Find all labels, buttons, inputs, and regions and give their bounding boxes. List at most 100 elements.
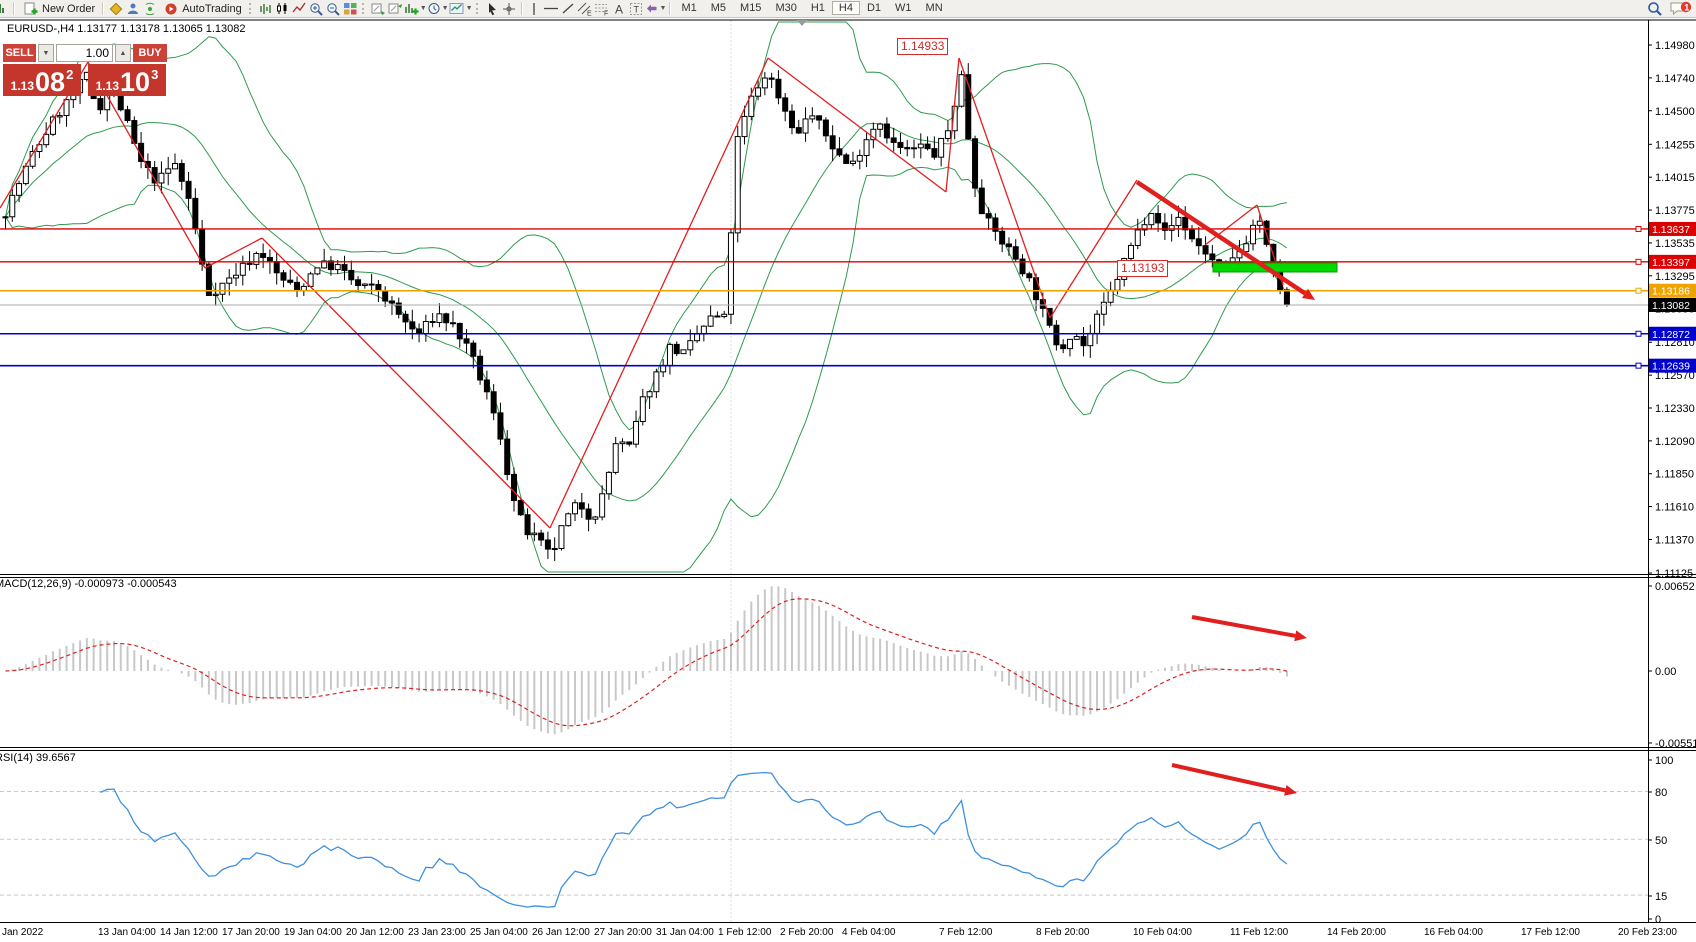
bar-chart-icon[interactable] xyxy=(257,1,274,16)
tab-timeframe-m30[interactable]: M30 xyxy=(775,2,797,14)
svg-text:T: T xyxy=(633,4,639,14)
svg-text:31 Jan 04:00: 31 Jan 04:00 xyxy=(656,927,714,938)
horizontal-line-tool-icon[interactable] xyxy=(543,1,560,16)
svg-text:10 Feb 04:00: 10 Feb 04:00 xyxy=(1133,927,1192,938)
new-chart-cut-icon[interactable] xyxy=(0,1,10,16)
sell-button[interactable]: SELL xyxy=(3,44,36,62)
chart-shift-icon[interactable] xyxy=(370,1,387,16)
tile-windows-icon[interactable] xyxy=(342,1,359,16)
svg-text:100: 100 xyxy=(1655,755,1673,767)
autotrading-icon xyxy=(162,1,179,16)
market-watch-icon[interactable] xyxy=(107,1,124,16)
tab-timeframe-d1[interactable]: D1 xyxy=(866,2,882,14)
toolbar-separator xyxy=(13,2,15,15)
svg-text:1.13637: 1.13637 xyxy=(1652,224,1690,236)
buy-price-big: 10 xyxy=(120,67,151,97)
svg-text:80: 80 xyxy=(1655,787,1667,799)
price-axis[interactable]: 1.14980 1.14740 1.14500 1.14255 1.14015 1.137… xyxy=(1648,40,1696,926)
date-axis[interactable]: Jan 2022 13 Jan 04:00 14 Jan 12:00 17 Jan 2… xyxy=(2,927,1677,938)
bollinger-bands xyxy=(5,21,1288,573)
svg-text:E: E xyxy=(587,10,592,16)
svg-text:1.13775: 1.13775 xyxy=(1655,205,1695,217)
svg-text:A: A xyxy=(615,2,623,16)
toolbar: New Order AutoTrading xyxy=(0,0,1696,18)
trendline-tool-icon[interactable] xyxy=(560,1,577,16)
svg-text:4 Feb 04:00: 4 Feb 04:00 xyxy=(842,927,896,938)
toolbar-grip[interactable] xyxy=(361,3,367,14)
new-chart-icon[interactable]: ▼ xyxy=(404,1,427,16)
sell-price-big: 08 xyxy=(35,67,66,97)
pane-separators xyxy=(0,19,1696,923)
tab-timeframe-mn[interactable]: MN xyxy=(925,2,943,14)
sell-price-sup: 2 xyxy=(66,67,74,82)
svg-text:1.12330: 1.12330 xyxy=(1655,403,1695,415)
line-chart-icon[interactable] xyxy=(291,1,308,16)
svg-text:14 Feb 20:00: 14 Feb 20:00 xyxy=(1327,927,1386,938)
volume-increase-button[interactable]: ▲ xyxy=(115,44,131,62)
tab-timeframe-w1[interactable]: W1 xyxy=(895,2,912,14)
cursor-icon[interactable] xyxy=(484,1,501,16)
timeframe-toolbar: M1 M5 M15 M30 H1 H4 D1 W1 MN xyxy=(674,1,949,16)
buy-price-sup: 3 xyxy=(151,67,159,82)
toolbar-grip[interactable] xyxy=(475,3,481,14)
search-icon[interactable] xyxy=(1646,1,1663,16)
trend-lines xyxy=(0,57,1284,529)
svg-text:50: 50 xyxy=(1655,835,1667,847)
svg-text:20 Feb 23:00: 20 Feb 23:00 xyxy=(1618,927,1677,938)
volume-input[interactable]: 1.00 xyxy=(56,44,113,62)
toolbar-grip[interactable] xyxy=(248,3,254,14)
svg-text:0.00: 0.00 xyxy=(1655,666,1676,678)
svg-text:1.14500: 1.14500 xyxy=(1655,106,1695,118)
tab-timeframe-m5[interactable]: M5 xyxy=(710,2,727,14)
svg-text:1.12090: 1.12090 xyxy=(1655,436,1695,448)
metaeditor-icon[interactable] xyxy=(124,1,141,16)
buy-button[interactable]: BUY xyxy=(133,44,167,62)
templates-icon[interactable]: ▼ xyxy=(449,1,473,16)
svg-text:27 Jan 20:00: 27 Jan 20:00 xyxy=(594,927,652,938)
new-order-button[interactable]: New Order xyxy=(18,1,99,16)
toolbar-separator xyxy=(669,2,672,15)
tab-timeframe-h1[interactable]: H1 xyxy=(810,2,825,14)
zoom-out-icon[interactable] xyxy=(325,1,342,16)
text-tool-icon[interactable]: A xyxy=(611,1,628,16)
tab-timeframe-m15[interactable]: M15 xyxy=(740,2,762,14)
price-annotation-support[interactable]: 1.13193 xyxy=(1117,260,1169,277)
price-annotation-high[interactable]: 1.14933 xyxy=(897,38,949,55)
fibonacci-tool-icon[interactable]: F xyxy=(594,1,611,16)
zoom-in-icon[interactable] xyxy=(308,1,325,16)
one-click-trading-panel: SELL ▼ 1.00 ▲ BUY 1.13 08 2 1.13 10 3 xyxy=(3,44,167,98)
svg-text:1.14255: 1.14255 xyxy=(1655,139,1695,151)
signals-icon[interactable] xyxy=(141,1,158,16)
svg-text:1.12872: 1.12872 xyxy=(1652,329,1690,341)
candlestick-chart-icon[interactable] xyxy=(274,1,291,16)
green-resistance-zone[interactable] xyxy=(1212,262,1338,273)
svg-text:1.13295: 1.13295 xyxy=(1655,271,1695,283)
notifications-icon[interactable]: 1 xyxy=(1669,1,1693,16)
svg-text:25 Jan 04:00: 25 Jan 04:00 xyxy=(470,927,528,938)
svg-text:1.13535: 1.13535 xyxy=(1655,238,1695,250)
tab-timeframe-m1[interactable]: M1 xyxy=(681,2,697,14)
buy-price-display[interactable]: 1.13 10 3 xyxy=(88,64,166,96)
svg-text:0: 0 xyxy=(1655,914,1661,926)
toolbar-right-group: 1 xyxy=(1646,1,1693,16)
auto-scroll-icon[interactable] xyxy=(387,1,404,16)
periods-clock-icon[interactable]: ▼ xyxy=(427,1,449,16)
crosshair-icon[interactable] xyxy=(501,1,518,16)
toolbar-separator xyxy=(520,2,523,15)
label-tool-icon[interactable]: T xyxy=(628,1,645,16)
sell-price-display[interactable]: 1.13 08 2 xyxy=(3,64,81,96)
collapse-panel-caret[interactable] xyxy=(797,20,807,26)
toolbar-separator xyxy=(102,2,105,15)
autotrading-button[interactable]: AutoTrading xyxy=(158,1,246,16)
buy-price-prefix: 1.13 xyxy=(95,79,120,93)
macd-indicator-label: MACD(12,26,9) -0.000973 -0.000543 xyxy=(0,578,177,590)
channel-tool-icon[interactable]: E xyxy=(577,1,594,16)
volume-decrease-button[interactable]: ▼ xyxy=(38,44,54,62)
svg-text:1.14015: 1.14015 xyxy=(1655,172,1695,184)
arrows-tool-icon[interactable]: ▼ xyxy=(645,1,666,16)
vertical-line-tool-icon[interactable] xyxy=(526,1,543,16)
tab-timeframe-h4[interactable]: H4 xyxy=(831,1,860,15)
svg-text:1.11125: 1.11125 xyxy=(1655,568,1693,580)
svg-text:8 Feb 20:00: 8 Feb 20:00 xyxy=(1036,927,1090,938)
